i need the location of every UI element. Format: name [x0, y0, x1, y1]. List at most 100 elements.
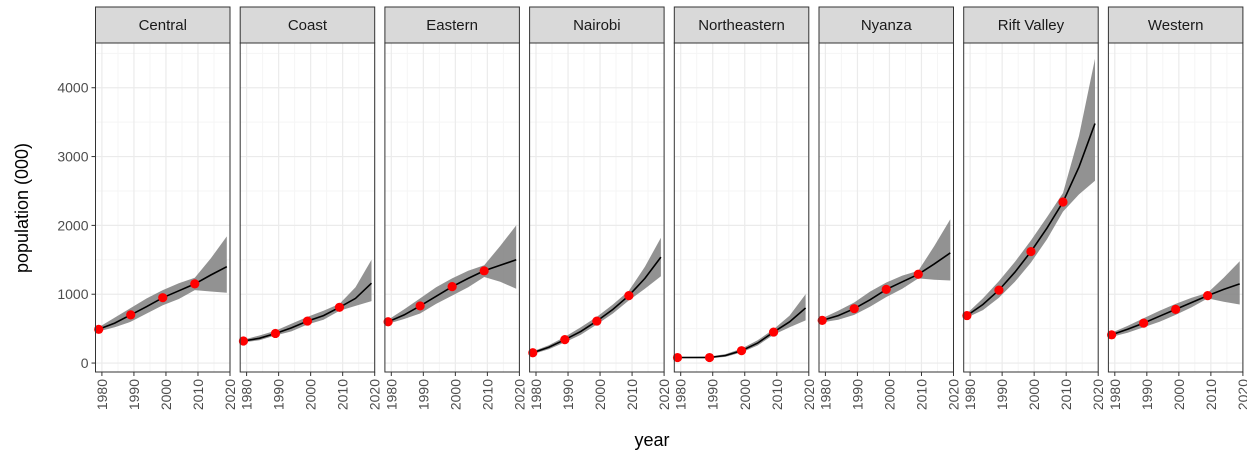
- facet-strip-label: Eastern: [426, 17, 478, 34]
- x-tick-label: 2010: [335, 379, 351, 410]
- data-point: [672, 352, 683, 363]
- data-point: [849, 304, 859, 314]
- y-tick-label: 0: [81, 355, 89, 371]
- x-tick-label: 2020: [801, 379, 817, 410]
- data-point: [383, 317, 393, 327]
- data-point: [415, 301, 425, 311]
- x-tick-label: 2000: [1171, 379, 1187, 410]
- facet-strip: [529, 6, 665, 44]
- x-tick-label: 2020: [1235, 379, 1247, 410]
- x-tick-label: 2000: [447, 379, 463, 410]
- y-tick-label: 4000: [57, 80, 88, 96]
- x-tick-label: 2010: [1058, 379, 1074, 410]
- data-point: [817, 315, 827, 325]
- x-tick-label: 1980: [239, 379, 255, 410]
- x-tick-label: 1990: [415, 379, 431, 410]
- x-axis-title: year: [634, 430, 669, 450]
- data-point: [881, 284, 891, 295]
- data-point: [1203, 291, 1213, 301]
- panel-border: [818, 42, 954, 373]
- x-tick-label: 1980: [1107, 379, 1123, 410]
- data-point: [592, 316, 602, 326]
- data-point: [560, 335, 570, 345]
- panel-background: [384, 43, 520, 372]
- data-point: [624, 291, 634, 301]
- x-tick-label: 2000: [1026, 379, 1042, 410]
- x-tick-label: 1990: [994, 379, 1010, 410]
- panel-western: Western 1980 1990 2000 2010 2020: [1107, 6, 1247, 410]
- panel-border: [963, 42, 1099, 373]
- x-tick-label: 1990: [849, 379, 865, 410]
- data-point: [704, 352, 715, 363]
- facet-strip-label: Coast: [288, 17, 328, 34]
- x-tick-label: 1990: [1139, 379, 1155, 410]
- x-tick-label: 2000: [303, 379, 319, 410]
- data-point: [736, 346, 747, 356]
- x-tick-label: 1980: [383, 379, 399, 410]
- panel-border: [1107, 42, 1244, 373]
- facet-strip: [673, 6, 810, 44]
- confidence-ribbon: [243, 259, 372, 343]
- data-point: [768, 327, 779, 337]
- x-tick-label: 1990: [271, 379, 287, 410]
- data-point: [94, 324, 104, 334]
- facet-strip: [384, 6, 520, 44]
- facet-strip-label: Nyanza: [861, 17, 913, 34]
- panel-nyanza: Nyanza 1980 1990 2000 2010 2020: [817, 6, 962, 410]
- y-tick-label: 2000: [57, 217, 88, 233]
- data-point: [190, 279, 200, 289]
- x-tick-label: 2000: [737, 379, 753, 410]
- y-axis-title: population (000): [12, 143, 32, 273]
- data-point: [1107, 330, 1117, 340]
- panel-eastern: Eastern 1980 1990 2000 2010 2020: [383, 6, 527, 410]
- x-tick-label: 1990: [560, 379, 576, 410]
- facet-strip-label: Central: [139, 17, 187, 34]
- data-point: [1171, 304, 1181, 314]
- x-tick-label: 2010: [479, 379, 495, 410]
- panel-border: [239, 42, 376, 373]
- data-point: [158, 293, 168, 303]
- facet-strip: [95, 6, 231, 44]
- x-tick-label: 1980: [817, 379, 833, 410]
- data-point: [270, 328, 281, 339]
- data-point: [334, 302, 345, 312]
- x-tick-label: 2020: [656, 379, 672, 410]
- y-tick-label: 1000: [57, 286, 88, 302]
- x-tick-label: 2000: [881, 379, 897, 410]
- x-tick-label: 2010: [769, 379, 785, 410]
- panel-background: [963, 43, 1099, 372]
- panel-central: Central 1980 1990 2000 2010 2020: [94, 6, 238, 410]
- confidence-ribbon: [1111, 261, 1240, 337]
- confidence-ribbon: [677, 294, 806, 359]
- x-tick-label: 1980: [94, 379, 110, 410]
- panel-border: [529, 42, 665, 373]
- x-tick-label: 2010: [190, 379, 206, 410]
- data-point: [238, 336, 249, 346]
- x-tick-label: 2010: [913, 379, 929, 410]
- panel-background: [1108, 43, 1243, 372]
- y-tick-label: 3000: [57, 149, 88, 165]
- facet-strip-label: Rift Valley: [998, 17, 1065, 34]
- facet-strip: [818, 6, 954, 44]
- x-tick-label: 2020: [222, 379, 238, 410]
- x-tick-label: 2020: [367, 379, 383, 410]
- data-point: [913, 269, 923, 279]
- x-tick-label: 1980: [962, 379, 978, 410]
- facet-strip-label: Northeastern: [698, 17, 785, 34]
- panel-coast: Coast 1980 1990 2000 2010 2020: [238, 6, 383, 410]
- panel-northeastern: Northeastern 1980 1990 2000 2010 2020: [672, 6, 817, 410]
- x-tick-label: 2000: [158, 379, 174, 410]
- confidence-ribbon: [98, 236, 227, 332]
- panel-border: [384, 42, 520, 373]
- facet-strip-label: Western: [1148, 17, 1204, 34]
- x-tick-label: 2020: [946, 379, 962, 410]
- x-tick-label: 1980: [528, 379, 544, 410]
- x-tick-label: 1990: [705, 379, 721, 410]
- x-tick-label: 1990: [126, 379, 142, 410]
- data-point: [447, 282, 457, 292]
- confidence-ribbon: [388, 225, 517, 324]
- facet-strip-label: Nairobi: [573, 17, 621, 34]
- data-point: [1026, 246, 1036, 257]
- x-tick-label: 1980: [673, 379, 689, 410]
- x-tick-label: 2000: [592, 379, 608, 410]
